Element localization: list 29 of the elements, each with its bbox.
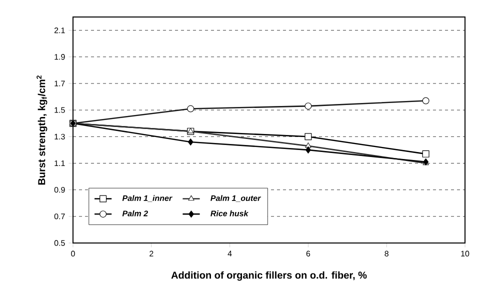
y-tick-label: 1.1 [54, 160, 65, 166]
y-tick-label: 1.3 [54, 134, 65, 140]
y-tick-label: 2.1 [54, 28, 65, 34]
x-tick-label: 8 [384, 250, 388, 256]
point [422, 150, 430, 158]
x-tick-label: 2 [150, 250, 154, 256]
point [304, 102, 312, 110]
point [188, 138, 194, 146]
point [422, 97, 430, 104]
x-axis-title: Addition of organic fillers on o.d. fiber, % [171, 271, 367, 281]
point [187, 105, 194, 112]
legend-label: Palm 1_outer [210, 195, 262, 202]
point [306, 146, 311, 154]
legend-label: Palm 1_inner [122, 195, 172, 202]
x-tick-label: 4 [228, 250, 232, 256]
y-tick-label: 1.7 [54, 80, 65, 86]
legend-label: Palm 2 [122, 210, 148, 216]
y-tick-label: 1.9 [54, 54, 65, 60]
point [304, 133, 312, 140]
legend-label: Rice husk [210, 210, 249, 216]
point [305, 142, 312, 148]
y-tick-label: 1.5 [54, 107, 65, 113]
x-tick-label: 0 [71, 250, 75, 256]
y-tick-label: 0.9 [54, 186, 65, 193]
x-tick-label: 10 [461, 250, 470, 256]
y-tick-label: 0.5 [54, 240, 65, 246]
y-axis-title: Burst strength, kg$_{f}$/cm$^{2}$ [36, 76, 48, 185]
x-tick-label: 6 [306, 250, 310, 256]
y-tick-label: 0.7 [54, 214, 65, 220]
